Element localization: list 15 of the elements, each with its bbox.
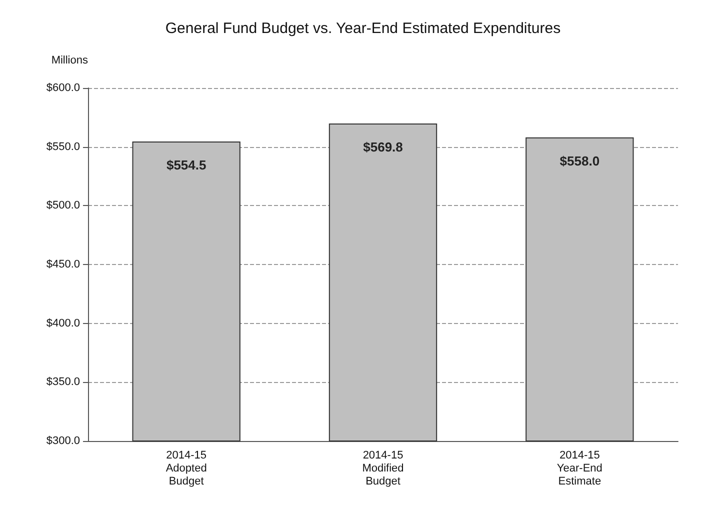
y-tick-label: $550.0 <box>46 140 80 153</box>
y-tick-label: $400.0 <box>46 317 80 330</box>
data-label: $569.8 <box>363 140 403 155</box>
x-tick-label: 2014-15 Adopted Budget <box>166 450 207 488</box>
y-tick-label: $500.0 <box>46 200 80 212</box>
x-tick-label: 2014-15 Year-End Estimate <box>556 450 602 488</box>
data-label: $558.0 <box>560 153 600 168</box>
y-axis-title: Millions <box>51 54 88 66</box>
chart-title: General Fund Budget vs. Year-End Estimated Expenditures <box>165 20 561 37</box>
y-tick-label: $600.0 <box>46 82 80 94</box>
x-tick-label: 2014-15 Modified Budget <box>362 450 404 488</box>
y-tick-label: $350.0 <box>46 376 80 388</box>
y-tick-label: $450.0 <box>46 258 80 270</box>
data-label: $554.5 <box>166 158 206 173</box>
y-tick-label: $300.0 <box>46 435 80 447</box>
